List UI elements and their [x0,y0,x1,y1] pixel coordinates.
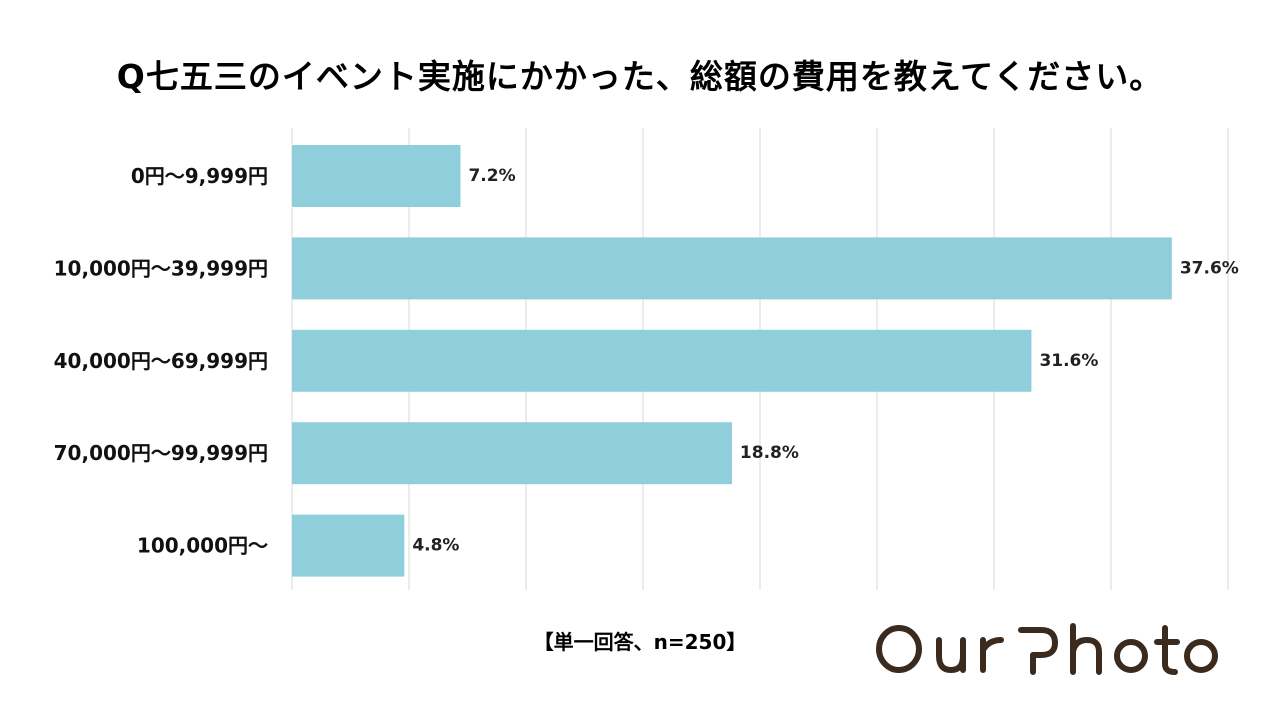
bar [292,422,732,485]
bar [292,329,1032,392]
chart-title: Q七五三のイベント実施にかかった、総額の費用を教えてください。 [116,57,1164,96]
data-label: 18.8% [740,443,799,463]
category-label: 40,000円〜69,999円 [54,349,268,373]
bar [292,514,405,577]
bar [292,237,1172,300]
category-label: 0円〜9,999円 [131,164,268,188]
ourphoto-logo [876,623,1218,675]
data-label: 37.6% [1180,258,1239,278]
category-label: 70,000円〜99,999円 [54,441,268,465]
data-label: 31.6% [1039,351,1098,371]
data-label: 7.2% [468,166,515,186]
bar [292,145,461,207]
survey-footnote: 【単一回答、n=250】 [533,630,747,654]
category-label: 100,000円〜 [137,534,268,558]
category-label: 10,000円〜39,999円 [54,256,268,280]
data-label: 4.8% [412,536,459,556]
